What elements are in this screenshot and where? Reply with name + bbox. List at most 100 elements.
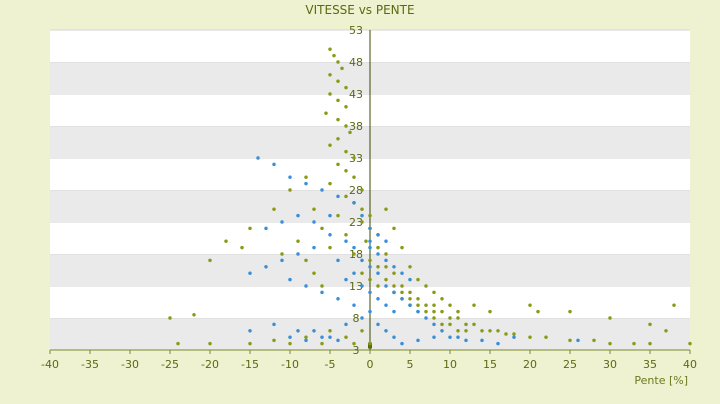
data-point-series-1 [336, 117, 340, 122]
data-point-series-1 [328, 328, 332, 333]
x-tick-label: 35 [643, 358, 657, 371]
data-point-series-1 [392, 226, 396, 231]
data-point-series-2 [456, 335, 460, 340]
data-point-series-1 [400, 284, 404, 288]
data-point-series-1 [408, 290, 412, 295]
data-point-series-2 [336, 258, 340, 263]
data-point-series-2 [512, 335, 516, 340]
data-point-series-1 [664, 328, 668, 333]
data-point-series-1 [328, 245, 332, 250]
data-point-series-2 [304, 284, 308, 288]
data-point-series-1 [424, 284, 428, 288]
data-point-series-2 [480, 338, 484, 343]
data-point-series-2 [384, 258, 388, 263]
x-tick-label: -30 [121, 358, 139, 371]
data-point-series-1 [392, 271, 396, 276]
data-point-series-1 [304, 258, 308, 263]
data-point-series-2 [344, 277, 348, 282]
data-point-series-1 [464, 328, 468, 333]
data-point-series-2 [368, 226, 372, 231]
data-point-series-1 [448, 316, 452, 320]
data-point-series-1 [208, 341, 212, 346]
data-point-series-2 [360, 284, 364, 288]
data-point-series-2 [392, 264, 396, 269]
x-tick-label: 10 [443, 358, 457, 371]
data-point-series-2 [288, 277, 292, 282]
data-point-series-1 [288, 188, 292, 192]
data-point-series-1 [408, 296, 412, 301]
data-point-series-1 [248, 341, 252, 346]
data-point-series-1 [496, 328, 500, 333]
data-point-series-1 [360, 207, 364, 211]
data-point-series-1 [320, 284, 324, 288]
data-point-series-2 [576, 338, 580, 343]
data-point-series-2 [400, 296, 404, 301]
data-point-series-1 [472, 322, 476, 327]
x-tick-label: 30 [603, 358, 617, 371]
data-point-series-1 [272, 207, 276, 211]
data-point-series-2 [368, 239, 372, 243]
data-point-series-1 [376, 245, 380, 250]
data-point-series-2 [496, 341, 500, 346]
data-point-series-1 [296, 239, 300, 243]
data-point-series-1 [480, 328, 484, 333]
data-point-series-1 [488, 328, 492, 333]
data-point-series-2 [304, 181, 308, 186]
data-point-series-2 [248, 328, 252, 333]
data-point-series-1 [312, 271, 316, 276]
data-point-series-1 [432, 290, 436, 295]
data-point-series-1 [688, 341, 692, 346]
data-point-series-2 [432, 322, 436, 327]
data-point-series-2 [336, 194, 340, 199]
data-point-series-1 [168, 316, 172, 320]
data-point-series-2 [440, 328, 444, 333]
data-point-series-1 [424, 309, 428, 314]
data-point-series-1 [304, 175, 308, 179]
data-point-series-1 [336, 98, 340, 103]
data-point-series-1 [336, 79, 340, 83]
y-tick-label: 38 [349, 120, 363, 133]
data-point-series-1 [384, 207, 388, 211]
data-point-series-1 [568, 309, 572, 314]
data-point-series-2 [296, 213, 300, 218]
data-point-series-1 [424, 303, 428, 308]
data-point-series-2 [368, 309, 372, 314]
data-point-series-2 [288, 175, 292, 179]
data-point-series-1 [336, 136, 340, 141]
y-tick-label: 48 [349, 56, 363, 69]
data-point-series-2 [336, 296, 340, 301]
x-tick-label: 5 [407, 358, 414, 371]
data-point-series-2 [328, 232, 332, 237]
data-point-series-2 [264, 226, 268, 231]
data-point-series-1 [364, 239, 368, 243]
data-point-series-2 [416, 309, 420, 314]
data-point-series-2 [368, 264, 372, 269]
data-point-series-2 [328, 213, 332, 218]
data-point-series-2 [384, 239, 388, 243]
x-tick-label: 25 [563, 358, 577, 371]
data-point-series-1 [176, 341, 180, 346]
data-point-series-2 [352, 200, 356, 205]
data-point-series-1 [632, 341, 636, 346]
data-point-series-2 [320, 335, 324, 340]
data-point-series-1 [324, 111, 328, 115]
data-point-series-1 [304, 335, 308, 340]
data-point-series-1 [348, 130, 352, 135]
data-point-series-1 [368, 213, 372, 218]
data-point-series-1 [464, 322, 468, 327]
data-point-series-2 [360, 316, 364, 320]
data-point-series-1 [336, 162, 340, 167]
data-point-series-2 [312, 245, 316, 250]
data-point-series-2 [416, 338, 420, 343]
data-point-series-1 [432, 309, 436, 314]
data-point-series-1 [456, 328, 460, 333]
data-point-series-1 [328, 181, 332, 186]
data-point-series-1 [448, 303, 452, 308]
x-tick-label: 40 [683, 358, 697, 371]
data-point-series-2 [376, 271, 380, 276]
data-point-series-2 [384, 284, 388, 288]
data-point-series-1 [440, 296, 444, 301]
y-tick-label: 13 [349, 280, 363, 293]
data-point-series-2 [344, 239, 348, 243]
